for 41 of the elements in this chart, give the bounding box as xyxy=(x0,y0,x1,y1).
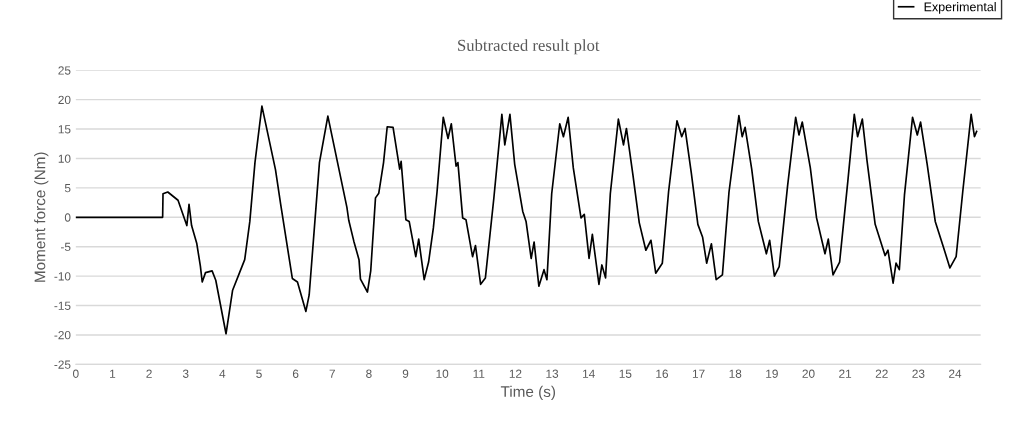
y-tick-label: 10 xyxy=(58,154,71,163)
x-tick-label: 7 xyxy=(329,369,335,378)
legend-label: Experimental xyxy=(924,2,996,14)
x-tick-label: 14 xyxy=(583,369,595,378)
x-tick-label: 6 xyxy=(292,369,299,378)
x-tick-label: 24 xyxy=(949,369,962,378)
x-tick-label: 16 xyxy=(656,369,669,378)
y-tick-label: 25 xyxy=(58,66,71,75)
y-tick-label: -20 xyxy=(54,330,71,340)
y-tick-label: -5 xyxy=(60,242,71,252)
x-tick-label: 18 xyxy=(729,369,742,378)
x-tick-label: 11 xyxy=(473,369,485,378)
x-tick-label: 2 xyxy=(146,369,152,378)
x-tick-label: 0 xyxy=(73,369,79,378)
x-tick-label: 9 xyxy=(402,369,409,378)
x-tick-label: 19 xyxy=(766,369,778,378)
y-tick-label: -25 xyxy=(54,360,71,369)
line-series xyxy=(75,105,978,335)
y-tick-label: 5 xyxy=(64,184,71,193)
chart-title: Subtracted result plot xyxy=(458,39,600,55)
x-tick-label: 13 xyxy=(546,369,559,378)
y-tick-label: 15 xyxy=(58,125,71,134)
x-tick-label: 21 xyxy=(839,369,852,378)
y-tick-label: 0 xyxy=(64,213,71,222)
x-tick-label: 1 xyxy=(110,369,116,378)
x-tick-label: 5 xyxy=(256,369,262,378)
x-tick-label: 4 xyxy=(219,369,226,378)
x-tick-label: 17 xyxy=(692,369,705,378)
x-tick-label: 12 xyxy=(509,369,522,378)
x-axis-title: Time (s) xyxy=(500,385,556,401)
y-tick-label: 20 xyxy=(58,95,71,105)
x-tick-label: 10 xyxy=(436,369,449,378)
x-tick-label: 23 xyxy=(912,369,925,378)
x-tick-label: 22 xyxy=(875,369,888,378)
x-tick-label: 8 xyxy=(366,369,372,378)
y-tick-label: -15 xyxy=(54,301,71,310)
x-tick-label: 3 xyxy=(182,369,189,378)
y-axis-title: Moment force (Nm) xyxy=(34,152,49,282)
x-tick-label: 20 xyxy=(802,369,815,378)
x-tick-label: 15 xyxy=(619,369,632,378)
y-tick-label: -10 xyxy=(54,272,71,281)
